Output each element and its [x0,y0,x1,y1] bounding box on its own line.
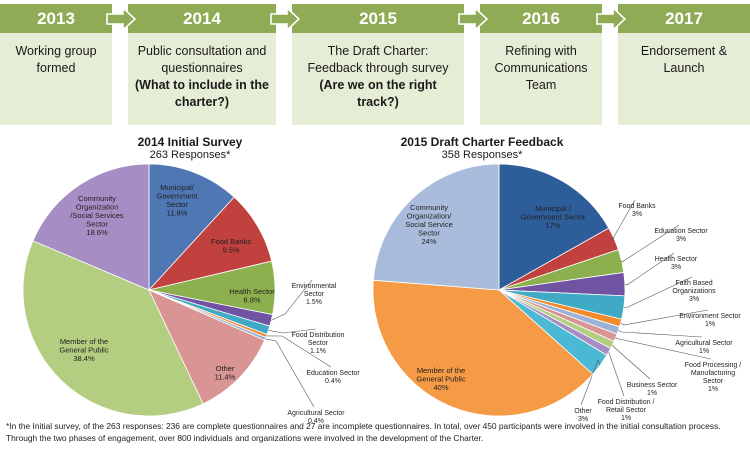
timeline-year: 2015 [292,4,464,33]
timeline-line: The Draft Charter: [327,44,429,58]
leader-line [271,279,313,321]
timeline-line: Public consultation and [137,44,267,58]
leader-line [611,199,636,241]
pie-slice [147,196,273,291]
leader-line [268,328,317,334]
slice-label: Business Sector 1% [627,382,678,397]
timeline-col-2013: 2013 Working group formed [0,0,112,132]
slice-label: Health Sector 6.8% [229,287,275,305]
timeline: 2013 Working group formed 2014 Public co… [0,0,750,132]
timeline-line: Feedback through survey [307,61,449,75]
timeline-text: Refining with Communications Team [480,33,602,125]
timeline-line: Refining with [505,44,577,58]
arrow-right-icon [596,7,626,31]
slice-label: Education Sector 0.4% [306,370,360,385]
leader-line [608,351,625,397]
leader-line [266,335,332,368]
pie-slice [498,163,610,291]
leader-line [623,276,693,308]
pie-slice [372,163,500,291]
timeline-bold-line: charter?) [174,95,230,109]
timeline-year: 2016 [480,4,602,33]
slice-label: Food Banks 3% [618,203,656,218]
slice-label: Food Distribution Sector 1.1% [292,332,345,355]
footnote: *In the Initial survey, of the 263 respo… [6,421,721,443]
leader-line [621,224,680,263]
slice-label: Environmental Sector 1.5% [292,283,337,306]
timeline-year: 2014 [128,4,276,33]
arrow-right-icon [270,7,300,31]
chart-subtitle: 263 Responses* [149,149,231,161]
slice-label: Member of the General Public 38.4% [59,337,108,363]
timeline-year: 2013 [0,4,112,33]
slice-label: Municipal/Government Sector 11.8% [156,183,198,218]
slice-label: Community Organization/Social Service Sect… [405,203,453,246]
slice-label: Community Organization/Social Services Sec… [70,194,124,237]
slice-label: Agricultural Sector 1% [675,340,733,355]
slice-label: Food Processing / Manufacturing Sector 1% [685,362,741,393]
chart-title: 2015 Draft Charter Feedback [400,135,564,149]
slice-label: Member of the General Public 40% [416,366,465,392]
timeline-line: Working group [15,44,97,58]
slice-label: Environment Sector 1% [679,313,741,328]
timeline-col-2015: 2015 The Draft Charter: Feedback through… [292,0,464,132]
leader-line [618,330,703,338]
pie-slice [148,289,266,405]
leader-line [612,344,651,380]
slice-label: Health Sector 3% [655,256,698,271]
timeline-col-2016: 2016 Refining with Communications Team [480,0,602,132]
leader-line [620,309,709,326]
pie-slice [372,279,594,417]
timeline-text: The Draft Charter: Feedback through surv… [292,33,464,125]
leader-line [580,359,601,406]
arrow-right-icon [106,7,136,31]
slice-label: Education Sector 3% [654,228,708,243]
slice-label: Other 11.4% [215,364,236,382]
timeline-line: Launch [663,61,705,75]
timeline-col-2017: 2017 Endorsement & Launch [618,0,750,132]
timeline-line: questionnaires [161,61,243,75]
leader-line [624,252,675,286]
timeline-text: Working group formed [0,33,112,125]
timeline-bold-line: (Are we on the right [319,78,437,92]
slice-label: Agricultural Sector 0.4% [287,410,345,425]
timeline-line: Communications [494,61,588,75]
pie-slice [32,163,150,291]
slice-label: Food Banks 9.5% [211,237,251,255]
timeline-text: Public consultation and questionnaires (… [128,33,276,125]
leader-line [265,338,315,408]
timeline-line: Endorsement & [640,44,728,58]
timeline-bold-line: track?) [357,95,399,109]
timeline-line: Team [525,78,557,92]
timeline-bold-line: (What to include in the [134,78,269,92]
chart-title: 2014 Initial Survey [137,135,243,149]
timeline-text: Endorsement & Launch [618,33,750,125]
timeline-col-2014: 2014 Public consultation and questionnai… [128,0,276,132]
leader-line [615,337,712,360]
slice-label: Other 3% [574,408,592,423]
timeline-year: 2017 [618,4,750,33]
slice-label: Faith Based Organizations 3% [672,280,716,303]
chart-subtitle: 358 Responses* [441,149,523,161]
timeline-line: formed [36,61,76,75]
slice-label: Food Distribution / Retail Sector 1% [598,399,655,422]
slice-label: Municipal / Government Sector 17% [520,204,586,230]
pie-slice [22,240,204,417]
arrow-right-icon [458,7,488,31]
pie-slice [148,163,235,292]
